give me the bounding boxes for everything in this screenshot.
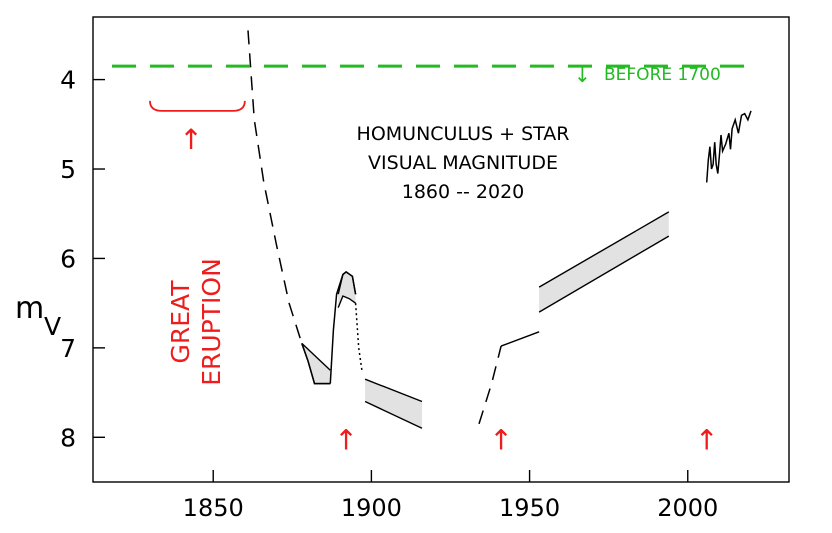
x-tick-label: 1850 [183, 494, 244, 522]
great-eruption-label: GREAT ERUPTION [166, 258, 226, 386]
band-fill-2 [301, 343, 331, 384]
event-arrow-1: ↑ [489, 423, 512, 456]
great-eruption-line-1: GREAT [166, 280, 195, 364]
y-tick-label: 6 [60, 244, 76, 273]
band-upper-6 [364, 378, 423, 403]
y-tick-label: 7 [60, 334, 76, 363]
series-line-8 [500, 331, 540, 347]
x-tick-label: 1900 [341, 494, 402, 522]
band-upper-2 [301, 342, 331, 371]
band-upper-4 [337, 271, 357, 295]
before-1700-label: ↓ BEFORE 1700 [574, 63, 721, 87]
chart-title: HOMUNCULUS + STAR VISUAL MAGNITUDE 1860 … [357, 123, 570, 203]
great-eruption-bracket [149, 100, 246, 112]
title-line-2: VISUAL MAGNITUDE [368, 152, 558, 174]
great-eruption-arrow: ↑ [179, 123, 202, 156]
band-fill-4 [338, 271, 356, 308]
title-line-3: 1860 -- 2020 [402, 181, 525, 203]
band-upper-9 [538, 211, 670, 288]
y-tick-label: 5 [60, 155, 76, 184]
band-fill-9 [539, 211, 669, 313]
y-tick-label: 8 [60, 423, 76, 452]
event-arrow-2: ↑ [695, 423, 718, 456]
y-tick-label: 4 [60, 66, 76, 95]
series-line-5 [354, 303, 363, 371]
y-axis-label: m V [15, 291, 61, 341]
event-arrow-0: ↑ [334, 423, 357, 456]
y-label-sub: V [44, 312, 61, 341]
series-line-7 [478, 345, 502, 425]
band-lower-9 [538, 235, 670, 313]
great-eruption-line-2: ERUPTION [197, 258, 226, 386]
before-1700-arrow: ↓ [574, 63, 591, 87]
series-line-10 [705, 110, 752, 183]
band-fill-6 [365, 379, 422, 429]
before-1700-text: BEFORE 1700 [604, 65, 721, 85]
band-lower-4 [337, 295, 357, 308]
x-tick-label: 1950 [499, 494, 560, 522]
band-lower-6 [364, 400, 423, 429]
band-lower-2 [301, 343, 331, 385]
title-line-1: HOMUNCULUS + STAR [357, 123, 570, 145]
plot-frame [92, 16, 790, 483]
series-line-0 [247, 30, 303, 344]
x-tick-label: 2000 [657, 494, 718, 522]
y-label-main: m [15, 291, 44, 326]
